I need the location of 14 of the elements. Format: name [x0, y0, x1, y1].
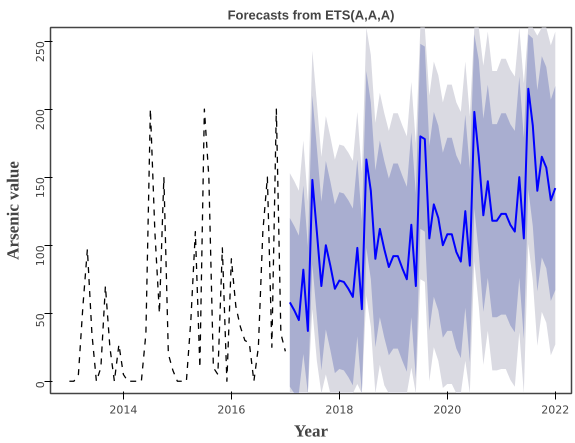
y-tick-label: 100: [34, 245, 47, 266]
x-tick-label: 2020: [433, 404, 462, 416]
x-axis-title: Year: [294, 422, 328, 440]
y-axis-title: Arsenic value: [4, 160, 22, 260]
y-tick-label: 250: [34, 41, 47, 62]
x-tick-label: 2016: [217, 404, 246, 416]
x-tick-label: 2022: [541, 404, 570, 416]
y-tick-label: 200: [34, 109, 47, 130]
x-tick-label: 2018: [325, 404, 354, 416]
y-tick-label: 0: [34, 381, 47, 388]
x-tick-label: 2014: [109, 404, 138, 416]
chart-title: Forecasts from ETS(A,A,A): [228, 8, 394, 22]
y-tick-label: 50: [34, 313, 47, 328]
y-tick-label: 150: [34, 177, 47, 198]
